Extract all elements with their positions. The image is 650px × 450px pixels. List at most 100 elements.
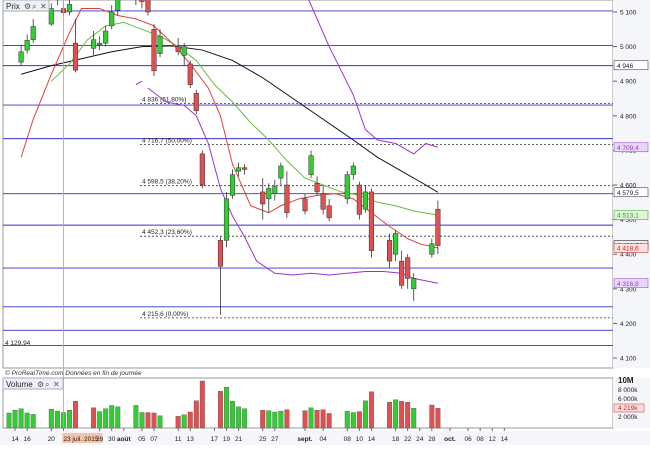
low-price-label: 4 129,94: [5, 340, 31, 347]
candle-body: [260, 191, 266, 205]
candle-body: [18, 51, 24, 63]
volume-bar: [103, 408, 109, 429]
volume-bar: [157, 415, 163, 429]
candle-body: [103, 30, 109, 44]
date-tick-label: 14: [11, 436, 19, 443]
price-tick-label: 4 400: [620, 252, 637, 259]
volume-bar: [6, 412, 12, 429]
price-panel-header: Prix ⚙ ⌕ ✕: [2, 0, 50, 12]
volume-bar: [362, 400, 368, 429]
volume-bar: [308, 407, 314, 429]
candle-body: [151, 29, 157, 72]
date-tick-label: 14: [501, 436, 509, 443]
volume-bar: [187, 411, 193, 429]
bollinger-lower-line: [147, 87, 438, 284]
price-tick-label: 5 100: [620, 10, 637, 17]
volume-marker-box: [613, 403, 645, 413]
date-tick-label: 21: [235, 436, 243, 443]
date-tick-label: 19: [223, 436, 231, 443]
candle-body: [109, 11, 115, 27]
date-tick-label: 16: [24, 436, 32, 443]
volume-bar: [411, 408, 417, 429]
zoom-icon: ⌕: [45, 380, 49, 389]
volume-bar: [193, 400, 199, 429]
price-panel[interactable]: [2, 0, 614, 369]
volume-bar: [115, 406, 121, 429]
volume-bar: [48, 409, 54, 429]
volume-bar: [139, 412, 145, 429]
date-tick-label: 11: [175, 436, 182, 443]
price-marker-box: [613, 243, 649, 253]
candle-body: [362, 191, 368, 210]
fibonacci-label: 4 452,3 (23,60%): [142, 229, 192, 236]
date-tick-label: 20: [48, 436, 56, 443]
date-tick-label: oct.: [444, 436, 456, 443]
candle-body: [320, 193, 326, 210]
candle-body: [223, 198, 230, 241]
volume-bar: [350, 412, 356, 429]
price-header-background: [2, 0, 50, 12]
candle-body: [308, 155, 314, 175]
candle-body: [344, 174, 350, 200]
candle-body: [368, 191, 374, 251]
date-tick-label: 24: [416, 436, 424, 443]
volume-tick-label: 4 219k: [618, 405, 638, 412]
price-marker-label: 4 316,8: [617, 281, 639, 288]
candle-body: [157, 35, 163, 54]
volume-bar: [242, 408, 248, 429]
candle-body: [115, 0, 121, 11]
candle-body: [399, 260, 405, 286]
date-tick-label: 06: [464, 436, 472, 443]
volume-bar: [199, 380, 205, 429]
volume-bar: [224, 386, 229, 429]
price-marker-box: [613, 210, 649, 220]
wrench-icon: ⚙: [24, 2, 31, 11]
volume-bar: [399, 401, 405, 429]
bollinger-upper-line: [308, 0, 439, 155]
price-tick-label: 4 500: [620, 217, 637, 224]
volume-bar: [24, 412, 30, 429]
candle-body: [72, 42, 79, 71]
volume-tick-label: 2 000k: [618, 414, 638, 421]
price-marker-label: 4 579,5: [617, 190, 639, 197]
candle-body: [272, 186, 278, 194]
volume-bar: [368, 391, 374, 429]
price-plot-area: 4 836 (61,80%) 4 716,7 (50,00%) 4 598,5 (3…: [3, 0, 613, 347]
price-panel-title: Prix: [6, 2, 20, 11]
date-tick-label: 23 juil. 2015: [63, 436, 98, 443]
volume-bar: [302, 410, 308, 429]
date-tick-label: 07: [150, 436, 158, 443]
zoom-icon: ⌕: [32, 2, 36, 11]
volume-bar: [230, 401, 235, 429]
candle-body: [356, 184, 362, 215]
candle-body: [405, 257, 411, 279]
price-tick-label: 5 000: [620, 44, 637, 51]
volume-bar: [260, 409, 266, 429]
date-tick-label: 05: [138, 436, 146, 443]
volume-bar: [18, 408, 24, 429]
volume-bar: [133, 405, 139, 429]
price-marker-label: 4 946: [617, 63, 634, 70]
volume-bar: [66, 409, 72, 429]
close-icon: ✕: [53, 380, 60, 389]
volume-axis: 10M 8 000k 6 000k 4 219k 2 000k: [613, 376, 650, 428]
moving-average-mid-line: [50, 21, 438, 216]
volume-bar: [405, 401, 411, 429]
volume-bar: [12, 409, 18, 429]
price-tick-label: 4 900: [620, 79, 637, 86]
candle-body: [199, 153, 205, 186]
candle-body: [429, 243, 435, 255]
candle-body: [145, 0, 151, 13]
volume-bar: [91, 407, 97, 429]
date-tick-label: 25: [259, 436, 267, 443]
volume-bar: [97, 411, 103, 429]
price-tick-label: 4 300: [620, 286, 637, 293]
date-tick-label: 17: [211, 436, 219, 443]
volume-bar: [266, 410, 272, 429]
candle-body: [139, 0, 145, 2]
date-tick-label: 14: [368, 436, 376, 443]
